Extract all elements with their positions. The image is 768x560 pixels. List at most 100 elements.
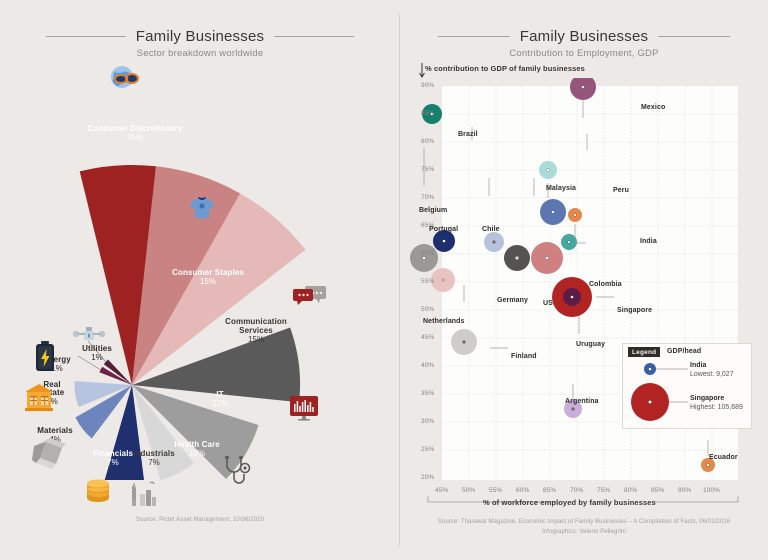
- y-tick-90: 90%: [421, 82, 435, 89]
- y-tick-65: 65%: [421, 222, 435, 229]
- monitor-chart-icon: [289, 395, 319, 425]
- slice-energy[interactable]: [99, 366, 132, 385]
- y-tick-40: 40%: [421, 362, 435, 369]
- left-title-rule: Family Businesses: [0, 28, 400, 45]
- y-tick-30: 30%: [421, 418, 435, 425]
- left-chart-title: Family Businesses: [135, 28, 265, 45]
- coins-icon: [84, 478, 112, 508]
- left-source-note: Source: Pictet Asset Management, 10/06/2…: [135, 517, 265, 523]
- stethoscope-icon: [223, 455, 253, 491]
- y-tick-20: 20%: [421, 474, 435, 481]
- left-panel: Family Businesses Sector breakdown world…: [0, 28, 400, 523]
- right-source-note-2: Infographics: Valerio Pellegrini: [542, 529, 626, 535]
- x-tick-50: 50%: [462, 487, 476, 494]
- bubble-label-belgium: Belgium: [419, 207, 448, 214]
- slice-consumer-discretionary[interactable]: [79, 165, 157, 385]
- tshirt-icon: [189, 196, 215, 224]
- globe-sunglasses-icon: [108, 62, 142, 100]
- factory-icon: [128, 480, 158, 512]
- x-tick-45: 45%: [435, 487, 449, 494]
- bubble-label-brazil: Brazil: [458, 131, 478, 138]
- slice-health-care[interactable]: [132, 385, 259, 479]
- bubble-label-mexico: Mexico: [641, 104, 666, 111]
- left-chart-subtitle: Sector breakdown worldwide: [136, 48, 264, 59]
- employment-gdp-scatter-chart: [410, 78, 739, 503]
- grid-horizontal: [442, 113, 738, 451]
- right-chart-title: Family Businesses: [519, 28, 649, 45]
- battery-icon: [34, 340, 56, 376]
- y-tick-80: 80%: [421, 138, 435, 145]
- legend-tag: Legend: [628, 347, 661, 357]
- slice-it[interactable]: [132, 327, 301, 403]
- bubble-label-colombia: Colombia: [589, 281, 622, 288]
- legend-item-value-singapore: Highest: 105,689: [690, 404, 743, 411]
- y-axis-arrow-icon: [419, 63, 425, 78]
- y-tick-45: 45%: [421, 334, 435, 341]
- x-tick-55: 55%: [489, 487, 503, 494]
- x-axis-note: % of workforce employed by family busine…: [483, 498, 656, 507]
- bubble-center-dots: [422, 85, 710, 467]
- building-icon: [24, 383, 54, 415]
- legend-item-name-singapore: Singapore: [690, 395, 725, 402]
- x-tick-90: 90%: [678, 487, 692, 494]
- bubble-label-finland: Finland: [511, 353, 537, 360]
- y-tick-25: 25%: [421, 446, 435, 453]
- bubble-label-singapore: Singapore: [617, 307, 653, 314]
- slice-industrials[interactable]: [132, 385, 194, 480]
- y-tick-35: 35%: [421, 390, 435, 397]
- bubble-label-germany: Germany: [497, 297, 529, 304]
- bubble-label-malaysia: Malaysia: [546, 185, 576, 192]
- bubble-label-portugal: Portugal: [429, 226, 459, 233]
- leader-utilities: [87, 340, 107, 363]
- slice-real-estate[interactable]: [74, 381, 132, 407]
- slice-materials[interactable]: [75, 385, 132, 439]
- slice-utilities[interactable]: [103, 359, 132, 386]
- slice-financials[interactable]: [104, 385, 145, 480]
- y-axis-note: % contribution to GDP of family business…: [425, 64, 585, 73]
- right-title-block: Family Businesses Contribution to Employ…: [400, 28, 768, 59]
- legend-bubbles: [631, 363, 688, 421]
- y-tick-55: 55%: [421, 278, 435, 285]
- speech-bubbles-icon: [292, 284, 328, 310]
- legend-header: GDP/head: [667, 348, 702, 355]
- x-tick-85: 85%: [651, 487, 665, 494]
- x-tick-80: 80%: [624, 487, 638, 494]
- steel-beam-icon: [30, 436, 70, 476]
- bubble-label-chile: Chile: [482, 226, 500, 233]
- x-axis-bracket-left: [427, 496, 556, 503]
- y-tick-70: 70%: [421, 194, 435, 201]
- bubble-mexico[interactable]: [570, 78, 596, 100]
- title-rule-right: [658, 36, 731, 37]
- x-tick-60: 60%: [516, 487, 530, 494]
- y-tick-85: 85%: [421, 110, 435, 117]
- y-tick-75: 75%: [421, 166, 435, 173]
- title-rule-right: [274, 36, 355, 37]
- bubble-label-india: India: [640, 238, 657, 245]
- bubble-label-argentina: Argentina: [565, 398, 599, 405]
- bubble-label-netherlands: Netherlands: [423, 318, 465, 325]
- bubble-label-peru: Peru: [613, 187, 629, 194]
- slice-consumer-staples[interactable]: [132, 166, 241, 385]
- bubble-label-uruguay: Uruguay: [576, 341, 606, 348]
- right-source-note-1: Source: Tharawat Magazine, Economic Impa…: [437, 519, 731, 525]
- x-tick-75: 75%: [597, 487, 611, 494]
- right-title-rule: Family Businesses: [400, 28, 768, 45]
- sector-rose-chart: [74, 165, 306, 480]
- panel-divider: [399, 14, 400, 546]
- y-tick-50: 50%: [421, 306, 435, 313]
- bubble-label-us: US: [543, 300, 553, 307]
- left-title-block: Family Businesses Sector breakdown world…: [0, 28, 400, 59]
- x-tick-100: 100%: [703, 487, 721, 494]
- water-valve-icon: [72, 325, 106, 347]
- leader-energy: [77, 355, 102, 371]
- bubble-label-ecuador: Ecuador: [709, 454, 738, 461]
- legend-item-name-india: India: [690, 362, 707, 369]
- title-rule-left: [45, 36, 126, 37]
- slice-communication-services[interactable]: [132, 193, 306, 386]
- right-panel: Family Businesses Contribution to Employ…: [400, 0, 768, 560]
- x-tick-70: 70%: [570, 487, 584, 494]
- title-rule-left: [437, 36, 510, 37]
- legend-item-value-india: Lowest: 9,027: [690, 371, 734, 378]
- x-tick-65: 65%: [543, 487, 557, 494]
- x-axis-bracket-right: [654, 496, 739, 503]
